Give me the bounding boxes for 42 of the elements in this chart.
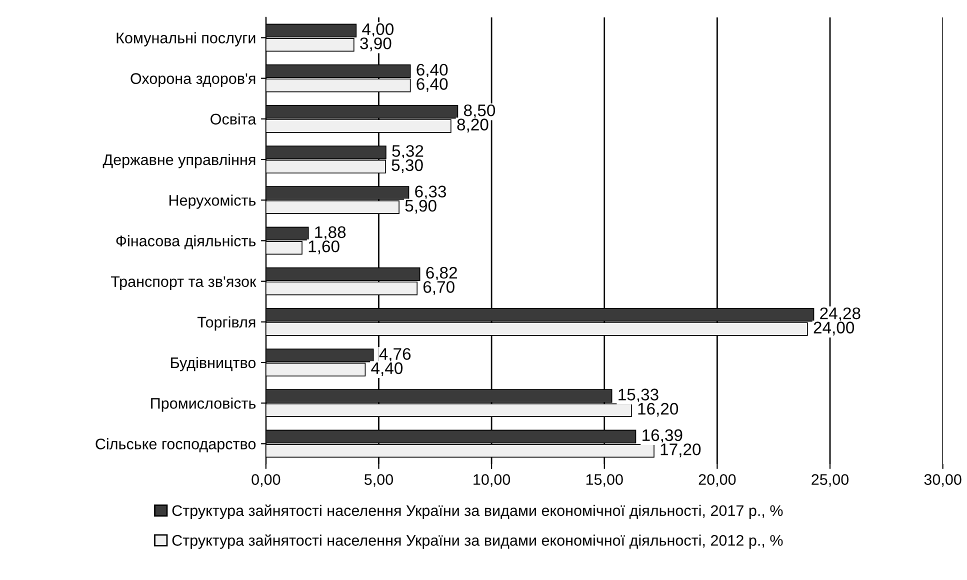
data-label: 6,40	[416, 78, 448, 92]
y-tick-label: Промисловість	[151, 398, 256, 412]
y-tick-label: Державне управління	[102, 154, 256, 168]
x-tick-label: 5,00	[364, 474, 394, 487]
data-label: 15,33	[618, 388, 658, 402]
x-tick-label: 25,00	[812, 474, 849, 487]
x-tick-label: 30,00	[924, 474, 962, 487]
data-label: 4,76	[379, 348, 411, 362]
data-label: 5,30	[392, 159, 423, 174]
x-tick-label: 0,00	[252, 474, 280, 487]
data-label: 3,90	[360, 37, 392, 52]
data-label: 5,32	[392, 145, 424, 159]
legend-label: Структура зайнятості населення України за видами економічної діяльності, 2017 р., %	[172, 504, 783, 520]
data-label: 24,28	[820, 307, 860, 322]
data-label: 16,39	[642, 429, 682, 444]
data-label: 24,00	[814, 322, 854, 336]
x-tick-label: 10,00	[474, 474, 510, 487]
data-label: 17,20	[660, 443, 701, 458]
data-label: 5,90	[405, 200, 436, 214]
data-label: 6,33	[415, 186, 446, 200]
y-tick-label: Торгівля	[197, 316, 256, 331]
data-label: 4,00	[362, 23, 394, 38]
data-label: 1,88	[315, 226, 346, 240]
y-tick-label: Комунальні послуги	[116, 32, 256, 46]
data-label: 4,40	[371, 362, 403, 376]
y-tick-label: Освіта	[210, 113, 256, 125]
data-label: 8,20	[457, 118, 488, 132]
data-label: 6,82	[426, 266, 457, 281]
y-tick-label: Охорона здоров'я	[130, 73, 256, 88]
y-tick-label: Будівництво	[171, 356, 256, 372]
y-tick-label: Фінасова діяльність	[116, 235, 256, 250]
x-tick-label: 20,00	[698, 474, 736, 487]
data-label: 6,70	[424, 281, 454, 295]
data-label: 16,20	[638, 402, 678, 417]
x-tick-label: 15,00	[586, 474, 623, 487]
y-tick-label: Транспорт та зв'язок	[110, 276, 256, 290]
legend-label: Структура зайнятості населення України за видами економічної діяльності, 2012 р., %	[172, 534, 783, 549]
y-tick-label: Нерухомість	[170, 194, 256, 209]
data-label: 6,40	[416, 64, 448, 78]
data-label: 1,60	[308, 240, 340, 254]
y-tick-label: Сільське господарство	[96, 438, 256, 452]
data-label: 8,50	[464, 104, 496, 118]
